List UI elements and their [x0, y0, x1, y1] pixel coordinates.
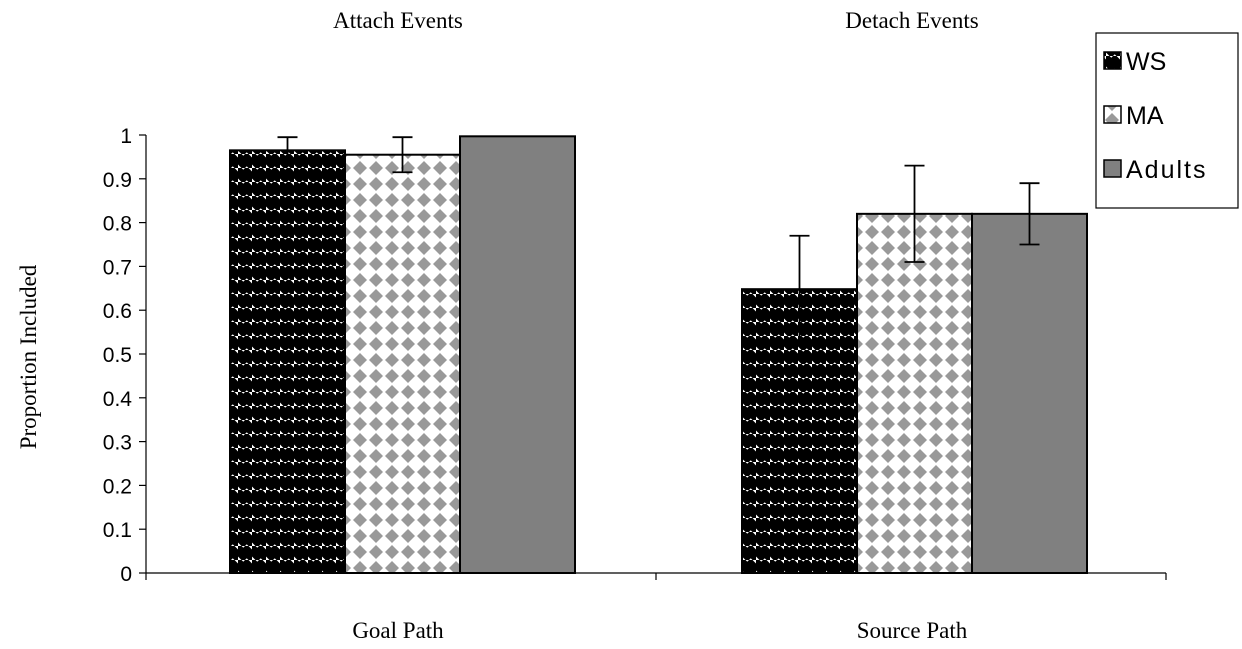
error-bar-adults-source-path — [1019, 182, 1040, 246]
y-tick-label: 0.6 — [103, 300, 132, 323]
y-tick-label: 0.9 — [103, 169, 132, 192]
y-tick-label: 0.7 — [103, 256, 132, 279]
group-title-attach: Attach Events — [333, 8, 463, 33]
y-tick-label: 0.5 — [103, 344, 132, 367]
legend: WS MA Adults — [1095, 32, 1239, 209]
x-labels: Goal Path Source Path — [352, 618, 967, 643]
error-bars — [277, 136, 1040, 344]
error-bar-ma-source-path — [904, 164, 925, 263]
y-ticks: 0 0.1 0.2 0.3 0.4 0.5 0.6 0.7 0.8 0.9 1 — [103, 125, 146, 586]
group-title-detach: Detach Events — [845, 8, 979, 33]
error-bar-ws-source-path — [789, 234, 810, 344]
legend-label-ma: MA — [1126, 102, 1164, 130]
legend-label-ws: WS — [1126, 48, 1166, 76]
legend-swatch-ws — [1103, 51, 1122, 70]
y-tick-label: 0.4 — [103, 388, 133, 411]
y-tick-label: 0.2 — [103, 475, 132, 498]
y-tick-label: 0.8 — [103, 213, 132, 236]
y-axis-label: Proportion Included — [16, 264, 41, 449]
bar-ma-goal-path — [344, 153, 461, 575]
error-bar-ma-goal-path — [392, 136, 413, 174]
legend-swatch-ma — [1103, 105, 1122, 124]
y-tick-label: 1 — [120, 125, 132, 148]
y-tick-label: 0 — [120, 563, 132, 586]
x-category-label-source-path: Source Path — [857, 618, 968, 643]
group-titles: Attach Events Detach Events — [333, 8, 979, 33]
bar-ws-goal-path — [229, 149, 346, 575]
bar-ws-source-path — [741, 288, 858, 574]
legend-swatch-adults — [1103, 159, 1122, 178]
y-tick-label: 0.1 — [103, 519, 132, 542]
legend-label-adults: Adults — [1126, 156, 1207, 184]
x-category-label-goal-path: Goal Path — [352, 618, 444, 643]
bar-adults-source-path — [971, 212, 1088, 574]
bar-ma-source-path — [856, 212, 973, 574]
bars — [229, 135, 1088, 575]
bar-adults-goal-path — [459, 135, 576, 574]
error-bar-ws-goal-path — [277, 136, 298, 165]
y-tick-label: 0.3 — [103, 432, 132, 455]
